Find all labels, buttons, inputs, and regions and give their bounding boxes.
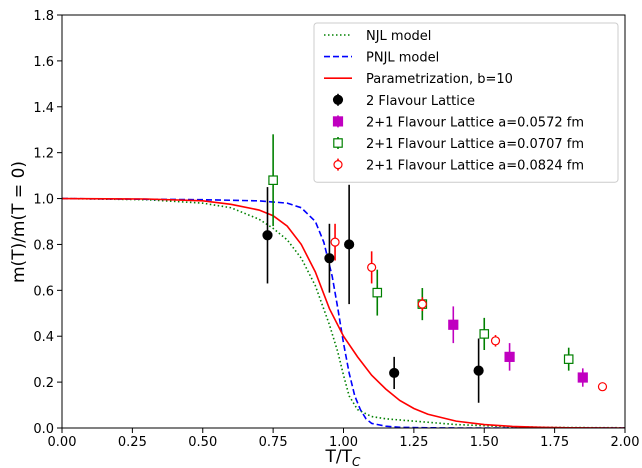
legend-marker-swatch: [334, 139, 342, 147]
data-point: [480, 330, 488, 338]
y-tick-label: 0.4: [33, 330, 54, 345]
x-tick-label: 0.25: [118, 435, 147, 450]
data-point: [578, 373, 587, 382]
legend-label: PNJL model: [366, 51, 439, 66]
data-point: [565, 355, 573, 363]
data-point: [263, 231, 272, 240]
x-tick-label: 1.25: [399, 435, 428, 450]
y-axis-label: m(T)/m(T = 0): [9, 161, 29, 283]
x-tick-label: 0.00: [48, 435, 77, 450]
y-tick-label: 1.4: [33, 101, 54, 116]
legend: NJL model PNJL model Parametrization, b=10…: [314, 23, 618, 182]
x-tick-label: 0.50: [188, 435, 217, 450]
series-line-2: [62, 199, 625, 428]
legend-marker-swatch: [334, 161, 342, 169]
legend-label: 2+1 Flavour Lattice a=0.0824 fm: [366, 159, 584, 174]
legend-marker-swatch: [334, 117, 343, 126]
data-point: [331, 238, 339, 246]
series-line-1: [62, 199, 625, 428]
legend-label: NJL model: [366, 29, 431, 44]
legend-label: 2+1 Flavour Lattice a=0.0707 fm: [366, 137, 584, 152]
data-point: [373, 288, 381, 296]
data-point: [492, 337, 500, 345]
data-point: [345, 240, 354, 249]
data-point: [368, 263, 376, 271]
legend-label: Parametrization, b=10: [366, 72, 513, 87]
legend-label: 2 Flavour Lattice: [366, 94, 475, 109]
y-tick-label: 1.8: [33, 9, 54, 24]
x-tick-label: 1.50: [470, 435, 499, 450]
y-tick-label: 0.0: [33, 422, 54, 437]
legend-marker-swatch: [334, 95, 343, 104]
y-tick-label: 0.6: [33, 284, 54, 299]
y-tick-label: 1.0: [33, 193, 54, 208]
x-tick-label: 0.75: [259, 435, 288, 450]
y-tick-label: 0.2: [33, 376, 54, 391]
series-line-0: [62, 199, 625, 428]
data-point: [474, 366, 483, 375]
data-point: [325, 254, 334, 263]
y-tick-label: 1.2: [33, 147, 54, 162]
y-tick-label: 0.8: [33, 238, 54, 253]
y-tick-label: 1.6: [33, 55, 54, 70]
data-point: [449, 320, 458, 329]
data-point: [418, 300, 426, 308]
x-tick-label: 1.75: [540, 435, 569, 450]
x-tick-label: 2.00: [611, 435, 640, 450]
data-point: [269, 176, 277, 184]
legend-label: 2+1 Flavour Lattice a=0.0572 fm: [366, 115, 584, 130]
data-point: [390, 368, 399, 377]
data-point: [505, 352, 514, 361]
data-point: [598, 383, 606, 391]
x-axis-label: T/TC: [325, 447, 362, 468]
